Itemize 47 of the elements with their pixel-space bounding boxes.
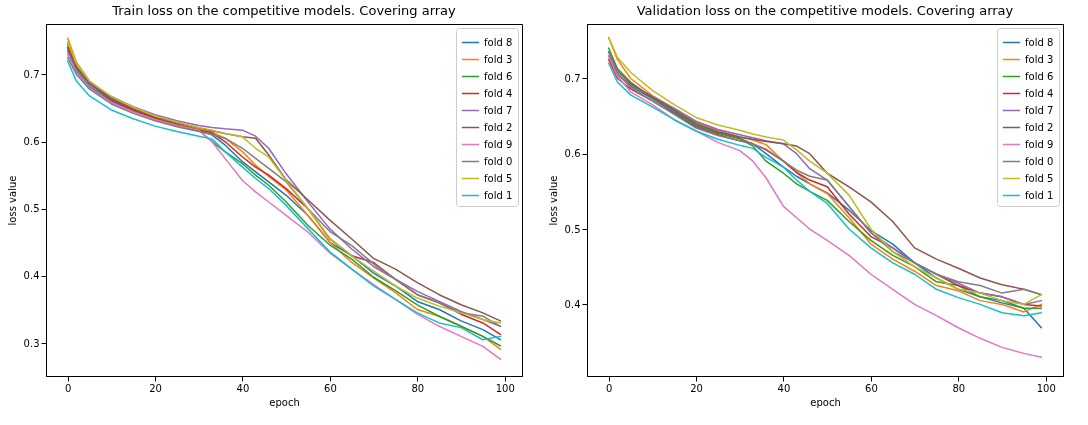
x-tick-label: 80	[411, 382, 425, 394]
legend-label: fold 9	[1025, 138, 1054, 150]
y-tick-label: 0.4	[564, 298, 581, 310]
legend-label: fold 9	[484, 138, 513, 150]
legend-label: fold 5	[484, 172, 513, 184]
y-tick-label: 0.7	[564, 72, 581, 84]
x-axis-title: epoch	[269, 396, 300, 408]
legend-label: fold 2	[1025, 121, 1054, 133]
legend-label: fold 1	[1025, 189, 1054, 201]
x-tick-label: 100	[1036, 382, 1056, 394]
x-tick-label: 0	[64, 382, 72, 394]
x-tick-label: 40	[777, 382, 791, 394]
chart-title: Validation loss on the competitive models. Covering array	[636, 3, 1014, 18]
legend-label: fold 8	[1025, 36, 1054, 48]
x-tick-label: 0	[605, 382, 613, 394]
chart-title: Train loss on the competitive models. Covering array	[111, 3, 457, 18]
y-tick-label: 0.4	[23, 270, 40, 282]
legend-label: fold 5	[1025, 172, 1054, 184]
x-tick-label: 80	[952, 382, 966, 394]
legend-label: fold 0	[484, 155, 513, 167]
x-tick-label: 20	[149, 382, 162, 394]
y-tick-label: 0.6	[564, 148, 581, 160]
legend-label: fold 4	[1025, 87, 1054, 99]
legend-label: fold 3	[484, 53, 513, 65]
legend-label: fold 6	[1025, 70, 1054, 82]
legend-label: fold 1	[484, 189, 513, 201]
y-tick-label: 0.3	[23, 337, 40, 349]
legend-label: fold 8	[484, 36, 513, 48]
y-tick-label: 0.6	[23, 136, 40, 148]
x-tick-label: 60	[324, 382, 337, 394]
legend-label: fold 7	[1025, 104, 1054, 116]
x-tick-label: 40	[236, 382, 250, 394]
legend-label: fold 6	[484, 70, 513, 82]
legend-label: fold 4	[484, 87, 513, 99]
y-axis-title: loss value	[6, 175, 18, 226]
y-axis-title: loss value	[547, 175, 559, 226]
legend-label: fold 0	[1025, 155, 1054, 167]
y-tick-label: 0.7	[23, 68, 40, 80]
x-tick-label: 20	[690, 382, 703, 394]
legend-label: fold 3	[1025, 53, 1054, 65]
legend-label: fold 7	[484, 104, 513, 116]
x-axis-title: epoch	[810, 396, 841, 408]
x-tick-label: 60	[865, 382, 878, 394]
x-tick-label: 100	[495, 382, 515, 394]
y-tick-label: 0.5	[564, 223, 581, 235]
y-tick-label: 0.5	[23, 203, 40, 215]
legend-label: fold 2	[484, 121, 513, 133]
